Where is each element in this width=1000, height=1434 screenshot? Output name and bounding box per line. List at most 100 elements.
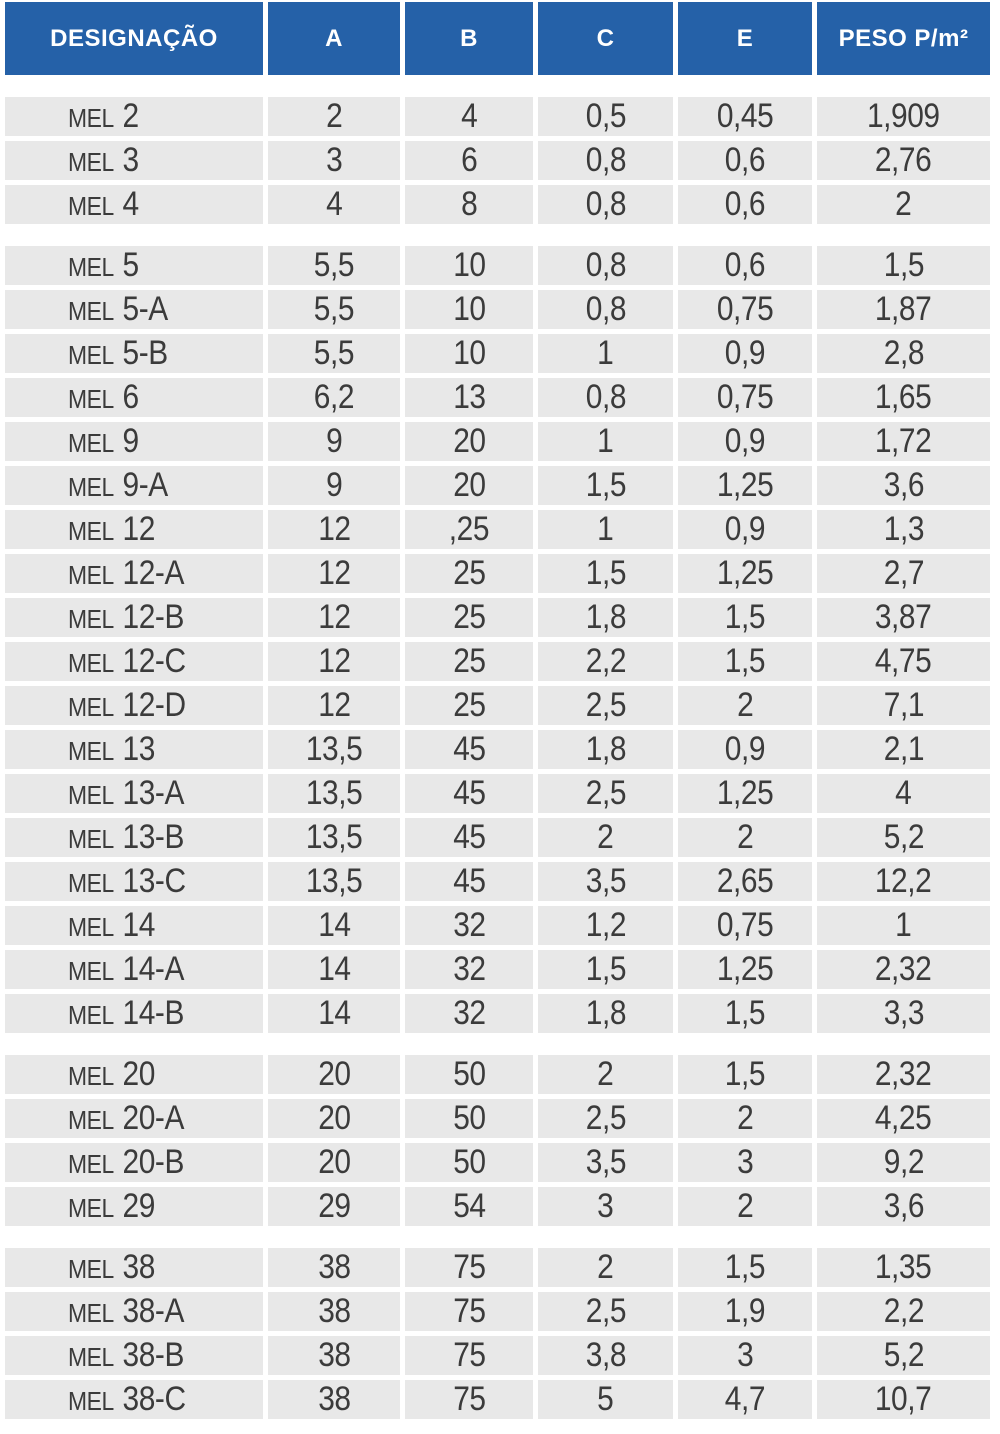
designation-value: 13-A bbox=[122, 774, 185, 812]
cell-a: 13,5 bbox=[268, 818, 400, 857]
cell-peso: 2,32 bbox=[817, 1055, 990, 1094]
designation-value: 13-C bbox=[122, 862, 187, 900]
cell-value: 0,8 bbox=[585, 141, 626, 179]
designation-text: MEL 6 bbox=[68, 378, 139, 417]
designation-text: MEL 14-B bbox=[68, 994, 184, 1033]
cell-value: 0,9 bbox=[724, 422, 766, 460]
cell-designation: MEL 29 bbox=[5, 1187, 263, 1226]
table-row: MEL 13-B 13,5 45 2 2 5,2 bbox=[5, 818, 990, 857]
cell-c: 1,8 bbox=[538, 994, 673, 1033]
cell-c: 0,8 bbox=[538, 378, 673, 417]
row-group: MEL 38 38 75 2 1,5 1,35 MEL 38-A 38 75 2,5 1,9 2,2 MEL… bbox=[5, 1248, 990, 1419]
cell-a: 12 bbox=[268, 686, 400, 725]
cell-b: 75 bbox=[405, 1336, 533, 1375]
designation-text: MEL 13-B bbox=[68, 818, 184, 857]
designation-text: MEL 13-C bbox=[68, 862, 186, 901]
cell-peso: 3,6 bbox=[817, 1187, 990, 1226]
cell-peso: 2,7 bbox=[817, 554, 990, 593]
cell-a: 38 bbox=[268, 1248, 400, 1287]
cell-a: 12 bbox=[268, 642, 400, 681]
cell-value: 0,6 bbox=[724, 185, 766, 223]
cell-value: 2 bbox=[895, 185, 912, 223]
cell-value: 6,2 bbox=[313, 378, 355, 416]
cell-b: 25 bbox=[405, 554, 533, 593]
cell-e: 0,45 bbox=[678, 97, 812, 136]
cell-b: 13 bbox=[405, 378, 533, 417]
cell-value: 1,8 bbox=[585, 598, 626, 636]
cell-value: 32 bbox=[452, 994, 486, 1032]
cell-peso: 1,35 bbox=[817, 1248, 990, 1287]
cell-value: 7,1 bbox=[883, 686, 924, 724]
cell-value: 25 bbox=[452, 598, 486, 636]
table-row: MEL 38-B 38 75 3,8 3 5,2 bbox=[5, 1336, 990, 1375]
cell-value: 0,75 bbox=[716, 290, 774, 328]
cell-e: 0,9 bbox=[678, 730, 812, 769]
cell-b: 32 bbox=[405, 906, 533, 945]
table-row: MEL 6 6,2 13 0,8 0,75 1,65 bbox=[5, 378, 990, 417]
cell-peso: 3,6 bbox=[817, 466, 990, 505]
cell-value: 25 bbox=[452, 554, 486, 592]
table-row: MEL 4 4 8 0,8 0,6 2 bbox=[5, 185, 990, 224]
cell-value: 38 bbox=[317, 1380, 351, 1418]
cell-designation: MEL 12 bbox=[5, 510, 263, 549]
designation-text: MEL 12-D bbox=[68, 686, 186, 725]
cell-value: 5,2 bbox=[883, 818, 924, 856]
cell-value: 0,8 bbox=[585, 378, 626, 416]
cell-c: 1,5 bbox=[538, 554, 673, 593]
cell-b: 10 bbox=[405, 290, 533, 329]
table-row: MEL 14-B 14 32 1,8 1,5 3,3 bbox=[5, 994, 990, 1033]
cell-e: 0,75 bbox=[678, 290, 812, 329]
cell-designation: MEL 12-B bbox=[5, 598, 263, 637]
cell-b: 4 bbox=[405, 97, 533, 136]
cell-e: 2 bbox=[678, 1187, 812, 1226]
cell-designation: MEL 12-A bbox=[5, 554, 263, 593]
cell-c: 1,8 bbox=[538, 598, 673, 637]
cell-c: 2 bbox=[538, 818, 673, 857]
cell-c: 2,5 bbox=[538, 1292, 673, 1331]
cell-designation: MEL 14-B bbox=[5, 994, 263, 1033]
designation-prefix: MEL bbox=[68, 824, 114, 854]
designation-value: 4 bbox=[122, 185, 140, 223]
cell-value: 14 bbox=[317, 906, 351, 944]
designation-text: MEL 20-B bbox=[68, 1143, 184, 1182]
cell-designation: MEL 6 bbox=[5, 378, 263, 417]
cell-value: 3,3 bbox=[883, 994, 924, 1032]
cell-value: 1,25 bbox=[716, 554, 774, 592]
cell-peso: 2,8 bbox=[817, 334, 990, 373]
cell-value: 45 bbox=[452, 774, 486, 812]
cell-value: 75 bbox=[452, 1336, 486, 1374]
cell-value: 2 bbox=[736, 686, 754, 724]
table-row: MEL 13 13,5 45 1,8 0,9 2,1 bbox=[5, 730, 990, 769]
cell-value: 1 bbox=[597, 510, 614, 548]
cell-b: 45 bbox=[405, 730, 533, 769]
cell-c: 2,5 bbox=[538, 686, 673, 725]
table-row: MEL 5-A 5,5 10 0,8 0,75 1,87 bbox=[5, 290, 990, 329]
cell-a: 14 bbox=[268, 950, 400, 989]
table-header: DESIGNAÇÃO A B C E PESO P/m² bbox=[5, 2, 990, 75]
designation-value: 20-A bbox=[122, 1099, 185, 1137]
cell-value: 10 bbox=[452, 290, 486, 328]
cell-value: 3 bbox=[736, 1143, 754, 1181]
designation-text: MEL 38-B bbox=[68, 1336, 184, 1375]
column-header-b: B bbox=[405, 2, 533, 75]
cell-value: 1,5 bbox=[883, 246, 924, 284]
cell-value: 13,5 bbox=[305, 862, 363, 900]
cell-e: 2 bbox=[678, 818, 812, 857]
cell-e: 1,5 bbox=[678, 598, 812, 637]
table-row: MEL 20-B 20 50 3,5 3 9,2 bbox=[5, 1143, 990, 1182]
table-row: MEL 12-D 12 25 2,5 2 7,1 bbox=[5, 686, 990, 725]
row-group: MEL 5 5,5 10 0,8 0,6 1,5 MEL 5-A 5,5 10 0,8 0,75 1,87… bbox=[5, 246, 990, 1033]
table-row: MEL 9-A 9 20 1,5 1,25 3,6 bbox=[5, 466, 990, 505]
designation-value: 38-A bbox=[122, 1292, 185, 1330]
designation-prefix: MEL bbox=[68, 147, 114, 177]
cell-e: 1,9 bbox=[678, 1292, 812, 1331]
cell-e: 1,25 bbox=[678, 774, 812, 813]
cell-value: 20 bbox=[317, 1099, 351, 1137]
cell-value: 4,7 bbox=[724, 1380, 766, 1418]
designation-value: 9-A bbox=[122, 466, 169, 504]
cell-value: 12 bbox=[317, 554, 351, 592]
cell-a: 20 bbox=[268, 1143, 400, 1182]
cell-peso: 1,65 bbox=[817, 378, 990, 417]
cell-a: 38 bbox=[268, 1336, 400, 1375]
cell-c: 0,8 bbox=[538, 246, 673, 285]
